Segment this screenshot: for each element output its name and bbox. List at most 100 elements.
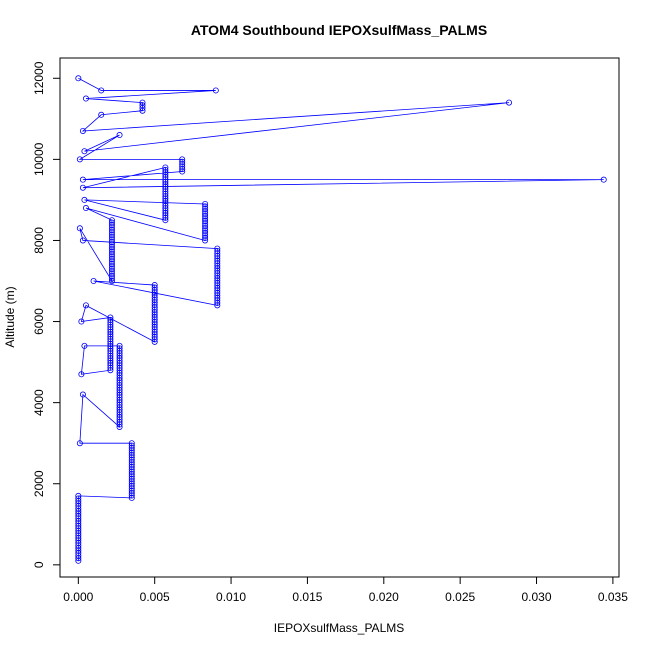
data-point bbox=[79, 237, 86, 244]
x-axis: 0.000 0.005 0.010 0.015 0.020 0.025 0.030 0.035 bbox=[63, 576, 628, 604]
data-point bbox=[128, 473, 135, 480]
data-point bbox=[81, 148, 88, 155]
data-point bbox=[128, 490, 135, 497]
data-point bbox=[214, 248, 221, 255]
x-tick-label: 0.025 bbox=[445, 590, 475, 604]
data-point bbox=[107, 367, 114, 374]
data-point bbox=[506, 99, 513, 106]
series-layer bbox=[75, 75, 607, 564]
data-point bbox=[162, 214, 169, 221]
data-point bbox=[107, 343, 114, 350]
data-point bbox=[128, 478, 135, 485]
data-point bbox=[162, 174, 169, 181]
data-point bbox=[107, 362, 114, 369]
data-point bbox=[128, 444, 135, 451]
data-point bbox=[107, 352, 114, 359]
data-point bbox=[128, 440, 135, 447]
data-point bbox=[128, 459, 135, 466]
data-point bbox=[162, 198, 169, 205]
data-point bbox=[212, 87, 219, 94]
data-point bbox=[81, 196, 88, 203]
data-point bbox=[128, 468, 135, 475]
data-point bbox=[107, 364, 114, 371]
data-point bbox=[139, 102, 146, 109]
x-tick-label: 0.010 bbox=[216, 590, 246, 604]
data-point bbox=[75, 75, 82, 82]
data-point bbox=[179, 156, 186, 163]
x-tick-label: 0.000 bbox=[63, 590, 93, 604]
data-point bbox=[107, 350, 114, 357]
data-point bbox=[107, 319, 114, 326]
data-point bbox=[151, 282, 158, 289]
data-point bbox=[79, 391, 86, 398]
data-point bbox=[107, 357, 114, 364]
data-point bbox=[79, 176, 86, 183]
data-point bbox=[162, 188, 169, 195]
data-point bbox=[162, 217, 169, 224]
data-point bbox=[75, 492, 82, 499]
y-tick-label: 6000 bbox=[32, 308, 46, 335]
data-point bbox=[128, 494, 135, 501]
data-point bbox=[98, 111, 105, 118]
data-point bbox=[108, 217, 115, 224]
data-point bbox=[162, 166, 169, 173]
data-point bbox=[128, 442, 135, 449]
data-point bbox=[128, 492, 135, 499]
data-point bbox=[76, 440, 83, 447]
data-point bbox=[162, 212, 169, 219]
data-point bbox=[128, 463, 135, 470]
data-point bbox=[151, 284, 158, 291]
data-point bbox=[79, 184, 86, 191]
data-point bbox=[162, 171, 169, 178]
data-point bbox=[78, 318, 85, 325]
data-point bbox=[128, 466, 135, 473]
y-axis-label: Altitude (m) bbox=[3, 286, 17, 347]
data-point bbox=[128, 456, 135, 463]
data-point bbox=[81, 342, 88, 349]
data-point bbox=[75, 495, 82, 502]
data-point bbox=[162, 209, 169, 216]
data-point bbox=[162, 183, 169, 190]
data-point bbox=[107, 340, 114, 347]
data-point bbox=[162, 200, 169, 207]
y-tick-label: 2000 bbox=[32, 470, 46, 497]
y-tick-label: 12000 bbox=[32, 61, 46, 95]
data-point bbox=[162, 202, 169, 209]
data-point bbox=[128, 461, 135, 468]
data-point bbox=[107, 360, 114, 367]
data-point bbox=[128, 449, 135, 456]
data-point bbox=[82, 95, 89, 102]
data-point bbox=[116, 342, 123, 349]
x-tick-label: 0.035 bbox=[598, 590, 628, 604]
y-tick-label: 0 bbox=[32, 561, 46, 568]
x-tick-label: 0.015 bbox=[292, 590, 322, 604]
data-point bbox=[108, 219, 115, 226]
data-point bbox=[162, 207, 169, 214]
data-point bbox=[128, 487, 135, 494]
data-point bbox=[107, 331, 114, 338]
data-point bbox=[202, 200, 209, 207]
data-point bbox=[116, 345, 123, 352]
chart-title: ATOM4 Southbound IEPOXsulfMass_PALMS bbox=[191, 22, 487, 38]
data-point bbox=[128, 471, 135, 478]
data-point bbox=[107, 324, 114, 331]
data-point bbox=[162, 193, 169, 200]
data-point bbox=[128, 485, 135, 492]
y-tick-label: 8000 bbox=[32, 227, 46, 254]
x-tick-label: 0.030 bbox=[522, 590, 552, 604]
data-point bbox=[162, 181, 169, 188]
data-point bbox=[107, 333, 114, 340]
data-point bbox=[128, 454, 135, 461]
data-point bbox=[202, 203, 209, 210]
data-point bbox=[162, 164, 169, 171]
data-point bbox=[82, 205, 89, 212]
data-point bbox=[107, 316, 114, 323]
data-point bbox=[107, 355, 114, 362]
x-tick-label: 0.020 bbox=[369, 590, 399, 604]
data-point bbox=[79, 127, 86, 134]
data-point bbox=[128, 483, 135, 490]
data-point bbox=[98, 87, 105, 94]
x-tick-label: 0.005 bbox=[140, 590, 170, 604]
data-point bbox=[139, 99, 146, 106]
